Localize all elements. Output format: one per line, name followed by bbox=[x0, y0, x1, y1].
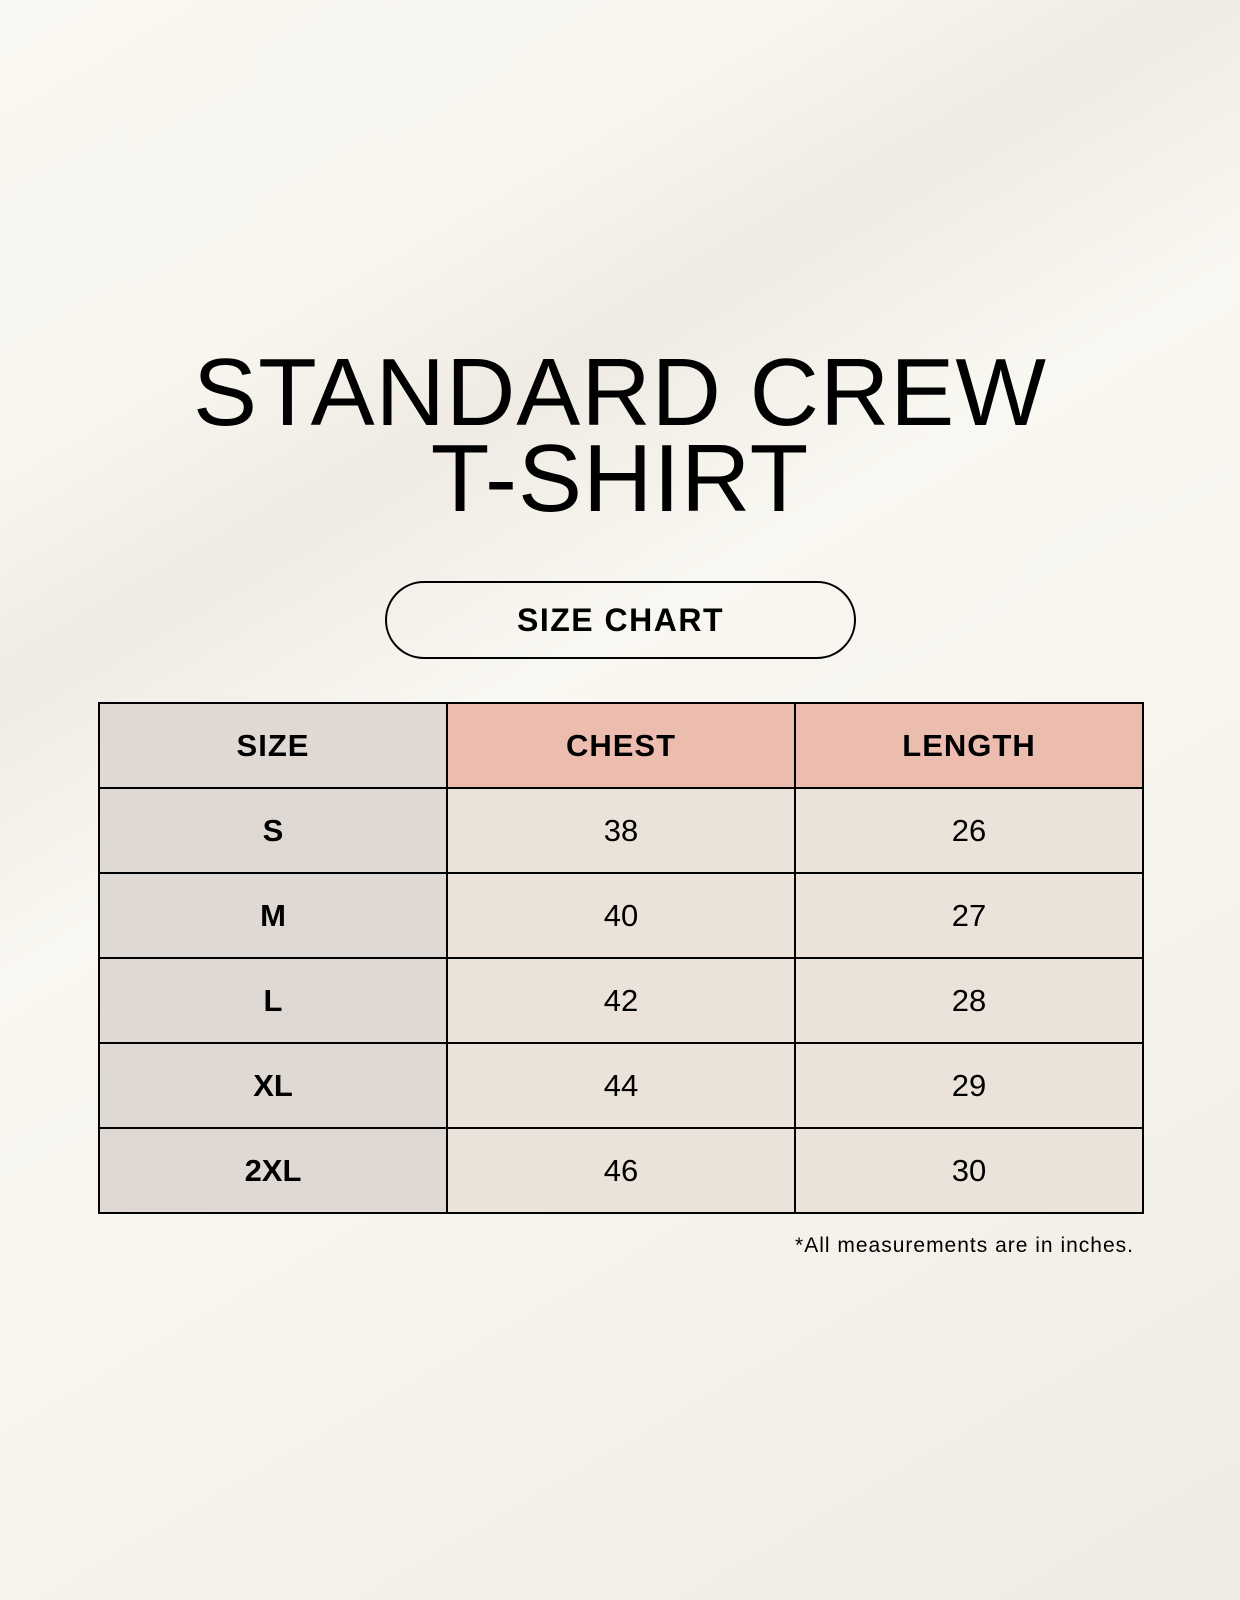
table-row: L 42 28 bbox=[98, 957, 1144, 1044]
title-line-1: STANDARD CREW bbox=[193, 339, 1047, 446]
page-title: STANDARD CREW T-SHIRT bbox=[0, 339, 1240, 532]
table-row: M 40 27 bbox=[98, 872, 1144, 959]
title-line-2: T-SHIRT bbox=[430, 425, 810, 532]
size-cell: L bbox=[98, 957, 448, 1044]
header-size: SIZE bbox=[98, 702, 448, 789]
chest-cell: 42 bbox=[446, 957, 796, 1044]
chest-cell: 38 bbox=[446, 787, 796, 874]
table-row: S 38 26 bbox=[98, 787, 1144, 874]
table-row: 2XL 46 30 bbox=[98, 1127, 1144, 1214]
footnote: *All measurements are in inches. bbox=[795, 1234, 1134, 1257]
chest-cell: 40 bbox=[446, 872, 796, 959]
length-cell: 30 bbox=[794, 1127, 1144, 1214]
header-chest: CHEST bbox=[446, 702, 796, 789]
size-cell: XL bbox=[98, 1042, 448, 1129]
size-cell: S bbox=[98, 787, 448, 874]
chest-cell: 44 bbox=[446, 1042, 796, 1129]
length-cell: 28 bbox=[794, 957, 1144, 1044]
size-cell: 2XL bbox=[98, 1127, 448, 1214]
size-table: SIZE CHEST LENGTH S 38 26 M 40 27 L 42 2… bbox=[98, 702, 1144, 1214]
size-cell: M bbox=[98, 872, 448, 959]
header-length: LENGTH bbox=[794, 702, 1144, 789]
length-cell: 29 bbox=[794, 1042, 1144, 1129]
chest-cell: 46 bbox=[446, 1127, 796, 1214]
length-cell: 26 bbox=[794, 787, 1144, 874]
length-cell: 27 bbox=[794, 872, 1144, 959]
table-header-row: SIZE CHEST LENGTH bbox=[98, 702, 1144, 789]
table-row: XL 44 29 bbox=[98, 1042, 1144, 1129]
size-chart-badge: SIZE CHART bbox=[385, 581, 856, 659]
